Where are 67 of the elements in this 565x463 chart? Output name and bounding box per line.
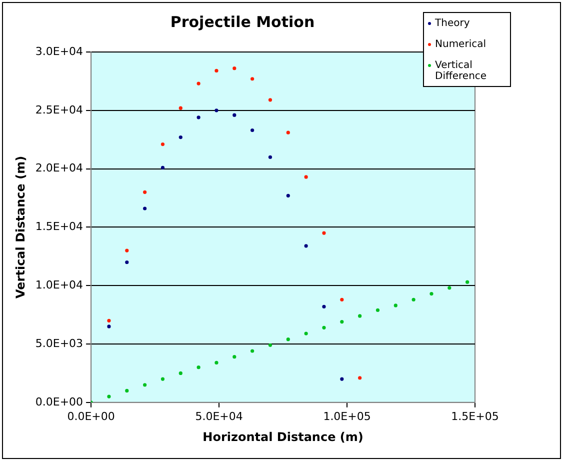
point bbox=[394, 304, 398, 308]
point bbox=[196, 82, 200, 86]
point bbox=[178, 135, 182, 140]
point bbox=[107, 394, 111, 398]
point bbox=[125, 248, 129, 252]
point bbox=[466, 280, 470, 284]
point bbox=[232, 355, 236, 359]
point bbox=[322, 326, 326, 330]
point bbox=[250, 128, 254, 132]
point bbox=[286, 338, 290, 342]
point bbox=[268, 98, 272, 102]
y-tick-label: 0.0E+00 bbox=[35, 395, 84, 408]
point bbox=[107, 318, 111, 322]
x-tick-label: 1.5E+05 bbox=[451, 410, 499, 423]
point bbox=[322, 231, 326, 235]
point bbox=[340, 320, 344, 324]
point bbox=[125, 388, 129, 393]
point bbox=[196, 116, 200, 120]
point bbox=[143, 206, 147, 210]
point bbox=[340, 298, 344, 302]
x-tick-label: 0.0E+00 bbox=[67, 410, 115, 423]
point bbox=[268, 343, 272, 347]
point bbox=[286, 130, 290, 134]
point bbox=[268, 155, 272, 159]
point bbox=[304, 332, 308, 336]
point bbox=[125, 260, 129, 264]
point bbox=[160, 142, 165, 146]
point bbox=[340, 377, 344, 381]
x-tick-label: 5.0E+04 bbox=[195, 410, 243, 423]
point bbox=[107, 324, 111, 328]
point bbox=[376, 308, 380, 312]
point bbox=[143, 383, 147, 387]
point bbox=[160, 377, 165, 381]
point bbox=[214, 68, 218, 72]
point bbox=[250, 349, 254, 353]
point bbox=[286, 194, 290, 198]
point bbox=[160, 166, 165, 170]
point bbox=[304, 244, 308, 248]
point bbox=[178, 106, 182, 110]
point bbox=[232, 113, 236, 117]
point bbox=[448, 286, 452, 290]
x-tick-label: 1.0E+05 bbox=[323, 410, 371, 423]
point bbox=[214, 108, 218, 112]
point bbox=[322, 304, 326, 308]
point bbox=[304, 175, 308, 179]
point bbox=[232, 66, 236, 70]
point bbox=[196, 366, 200, 370]
point bbox=[412, 298, 416, 302]
point bbox=[430, 292, 434, 296]
point bbox=[250, 77, 254, 81]
x-axis-title: Horizontal Distance (m) bbox=[202, 430, 364, 444]
y-tick-label: 3.0E+04 bbox=[35, 44, 84, 58]
point bbox=[358, 314, 362, 318]
chart-title: Projectile Motion bbox=[170, 12, 315, 31]
point bbox=[214, 360, 218, 364]
y-tick-label: 2.5E+04 bbox=[35, 103, 84, 116]
point bbox=[358, 376, 362, 380]
legend-label: Theory bbox=[435, 18, 470, 29]
point bbox=[143, 190, 147, 194]
legend-label: Vertical Difference bbox=[435, 60, 488, 82]
y-tick-label: 2.0E+04 bbox=[35, 162, 84, 175]
y-tick-label: 5.0E+03 bbox=[35, 336, 84, 350]
point bbox=[178, 371, 182, 375]
y-tick-label: 1.5E+04 bbox=[35, 220, 84, 234]
y-tick-label: 1.0E+04 bbox=[35, 278, 84, 292]
y-axis-title: Vertical Distance (m) bbox=[13, 156, 28, 298]
legend-label: Numerical bbox=[435, 39, 486, 50]
